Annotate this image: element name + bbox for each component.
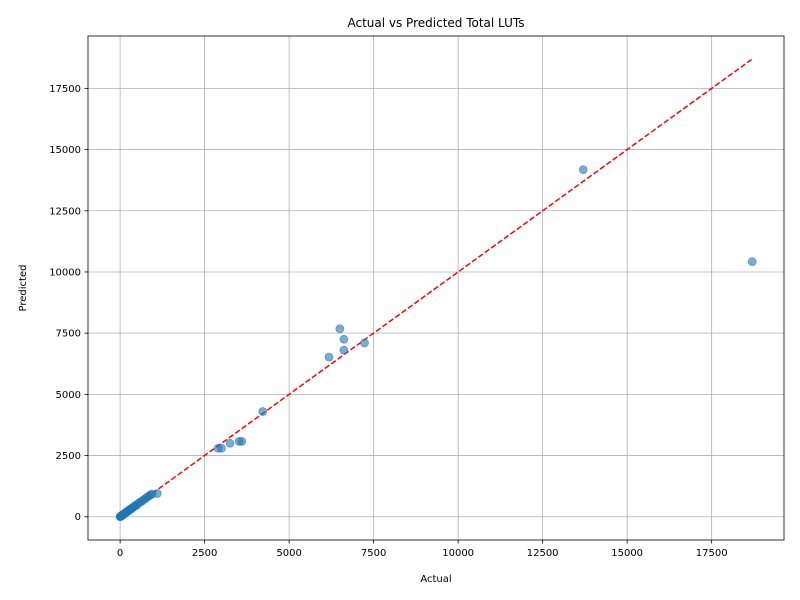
data-points: [115, 165, 757, 522]
plot-frame: [87, 35, 785, 541]
y-tick-label: 5000: [56, 390, 81, 401]
data-point: [258, 407, 268, 416]
y-tick-label: 15000: [49, 145, 81, 156]
reference-line-group: [119, 58, 753, 518]
y-tick-label: 2500: [56, 451, 81, 462]
data-point: [217, 443, 226, 453]
data-point: [747, 257, 757, 267]
x-tick-label: 2500: [192, 548, 217, 559]
grid-lines: [88, 36, 784, 540]
data-point: [324, 352, 334, 362]
x-tick-label: 10000: [442, 548, 474, 559]
y-tick-label: 0: [75, 512, 81, 523]
data-point: [360, 338, 369, 348]
data-point: [335, 324, 345, 334]
data-point: [339, 334, 349, 344]
y-tick-label: 12500: [49, 206, 81, 217]
y-tick-label: 10000: [49, 267, 81, 278]
x-tick-label: 0: [117, 548, 123, 559]
y-tick-label: 7500: [56, 329, 81, 340]
reference-line: [119, 58, 753, 518]
x-tick-label: 12500: [527, 548, 559, 559]
y-axis-ticks: 0 2500 5000 7500 10000 12500 15000 17500: [49, 84, 88, 523]
data-point: [339, 345, 349, 355]
data-point: [578, 165, 588, 175]
y-tick-label: 17500: [49, 84, 81, 95]
y-axis-label: Predicted: [18, 265, 29, 312]
x-axis-ticks: 0 2500 5000 7500 10000 12500 15000 17500: [117, 540, 728, 559]
data-point: [152, 489, 162, 498]
data-point: [225, 438, 235, 448]
x-tick-label: 5000: [276, 548, 301, 559]
x-tick-label: 17500: [696, 548, 728, 559]
data-point: [237, 436, 247, 446]
x-tick-label: 7500: [361, 548, 386, 559]
x-axis-label: Actual: [420, 574, 451, 585]
chart-title: Actual vs Predicted Total LUTs: [347, 16, 524, 30]
x-tick-label: 15000: [611, 548, 643, 559]
